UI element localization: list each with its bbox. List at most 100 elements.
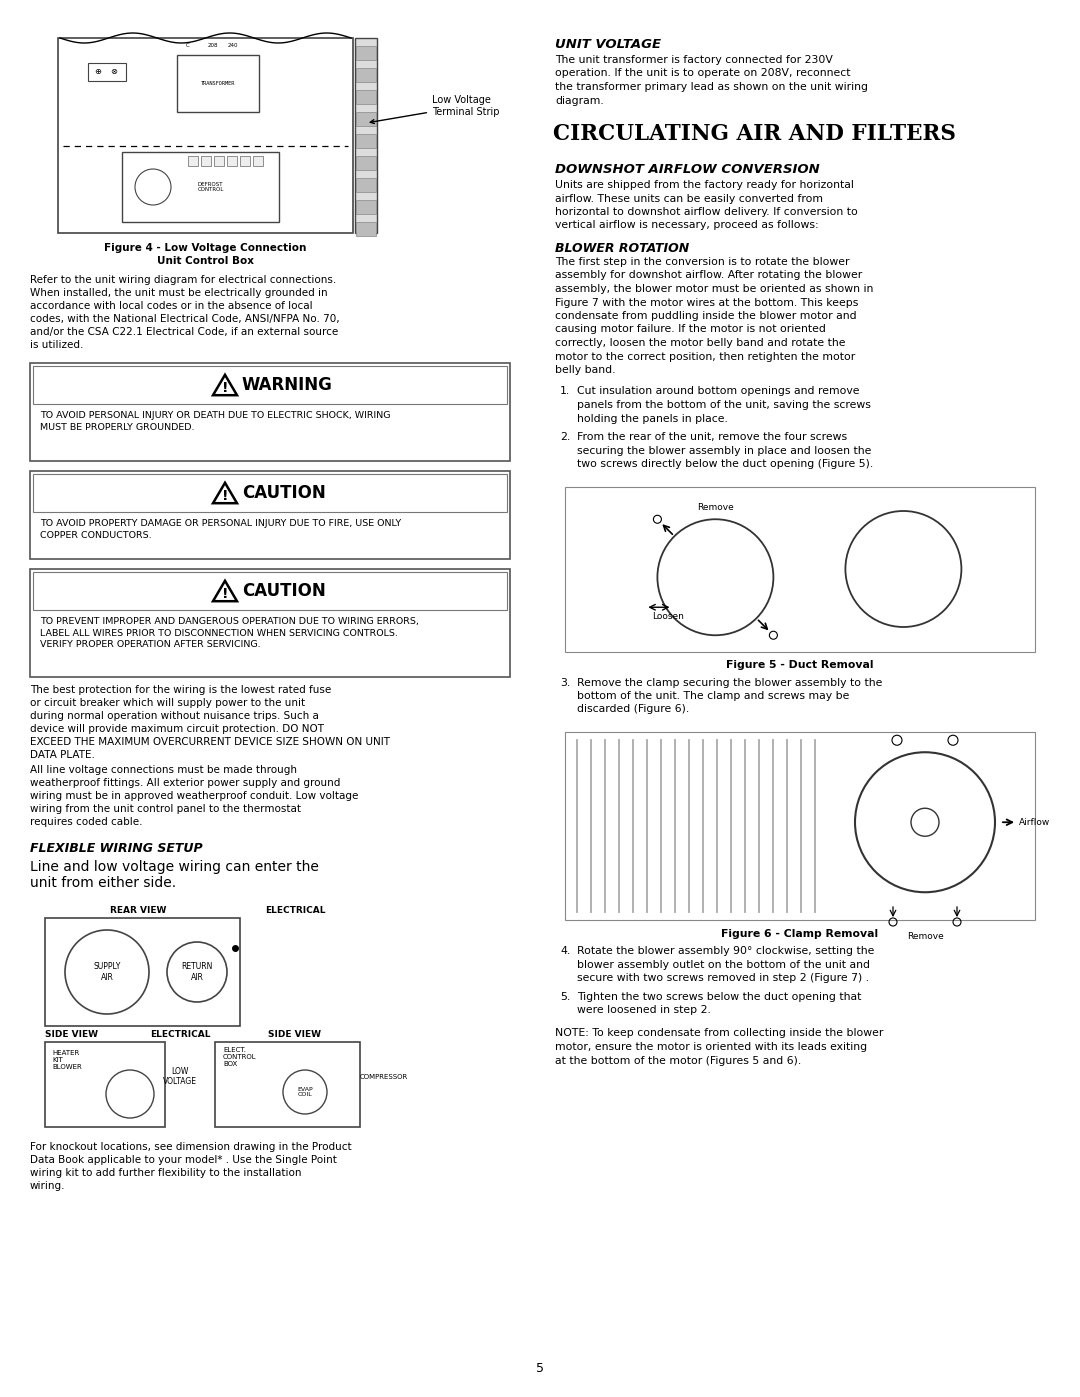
Text: panels from the bottom of the unit, saving the screws: panels from the bottom of the unit, savi… [577,400,870,409]
Bar [356,112,376,126]
Text: All line voltage connections must be made through: All line voltage connections must be mad… [30,766,297,775]
Text: condensate from puddling inside the blower motor and: condensate from puddling inside the blow… [555,312,856,321]
Text: C: C [186,43,190,47]
Bar [253,156,264,166]
Text: CAUTION: CAUTION [242,583,326,599]
Text: SIDE VIEW: SIDE VIEW [269,1030,322,1039]
Bar [188,156,198,166]
Text: 3.: 3. [561,678,570,687]
Text: SIDE VIEW: SIDE VIEW [45,1030,98,1039]
Text: COMPRESSOR: COMPRESSOR [360,1074,408,1080]
Text: NOTE: To keep condensate from collecting inside the blower: NOTE: To keep condensate from collecting… [555,1028,883,1038]
Text: 240: 240 [228,43,239,47]
Bar [33,366,507,404]
Bar [356,89,376,103]
Text: vertical airflow is necessary, proceed as follows:: vertical airflow is necessary, proceed a… [555,221,819,231]
Text: UNIT VOLTAGE: UNIT VOLTAGE [555,38,661,52]
Text: during normal operation without nuisance trips. Such a: during normal operation without nuisance… [30,711,319,721]
Polygon shape [213,581,237,601]
Bar [356,222,376,236]
Text: Data Book applicable to your model* . Use the Single Point: Data Book applicable to your model* . Us… [30,1155,337,1165]
Text: weatherproof fittings. All exterior power supply and ground: weatherproof fittings. All exterior powe… [30,778,340,788]
Bar [30,471,510,559]
Text: COPPER CONDUCTORS.: COPPER CONDUCTORS. [40,531,151,539]
Text: and/or the CSA C22.1 Electrical Code, if an external source: and/or the CSA C22.1 Electrical Code, if… [30,327,338,337]
Text: were loosened in step 2.: were loosened in step 2. [577,1004,711,1016]
Text: 1.: 1. [561,387,570,397]
Bar [565,732,825,921]
Text: holding the panels in place.: holding the panels in place. [577,414,728,423]
Text: unit from either side.: unit from either side. [30,876,176,890]
Text: ELECTRICAL: ELECTRICAL [150,1030,211,1039]
Text: HEATER
KIT
BLOWER: HEATER KIT BLOWER [52,1051,82,1070]
Text: motor, ensure the motor is oriented with its leads exiting: motor, ensure the motor is oriented with… [555,1042,867,1052]
Polygon shape [213,374,237,395]
Text: ⊕: ⊕ [95,67,102,77]
FancyBboxPatch shape [122,152,279,222]
Text: ELECTRICAL: ELECTRICAL [265,907,325,915]
Text: The best protection for the wiring is the lowest rated fuse: The best protection for the wiring is th… [30,685,332,694]
Bar [356,177,376,191]
Text: From the rear of the unit, remove the four screws: From the rear of the unit, remove the fo… [577,432,847,441]
Text: 208: 208 [207,43,218,47]
Bar [240,156,249,166]
FancyBboxPatch shape [177,54,259,112]
Text: TO PREVENT IMPROPER AND DANGEROUS OPERATION DUE TO WIRING ERRORS,: TO PREVENT IMPROPER AND DANGEROUS OPERAT… [40,617,419,626]
Text: Line and low voltage wiring can enter the: Line and low voltage wiring can enter th… [30,861,319,875]
Text: MUST BE PROPERLY GROUNDED.: MUST BE PROPERLY GROUNDED. [40,422,194,432]
Text: Figure 5 - Duct Removal: Figure 5 - Duct Removal [726,661,874,671]
Text: RETURN
AIR: RETURN AIR [181,963,213,982]
Text: CAUTION: CAUTION [242,483,326,502]
Text: FLEXIBLE WIRING SETUP: FLEXIBLE WIRING SETUP [30,842,203,855]
Text: wiring kit to add further flexibility to the installation: wiring kit to add further flexibility to… [30,1168,301,1178]
Bar [356,134,376,148]
Text: 5: 5 [536,1362,544,1375]
Bar [227,156,237,166]
Text: Unit Control Box: Unit Control Box [157,256,254,265]
Text: DEFROST
CONTROL: DEFROST CONTROL [198,182,224,193]
Text: SUPPLY
AIR: SUPPLY AIR [93,963,121,982]
Text: Refer to the unit wiring diagram for electrical connections.: Refer to the unit wiring diagram for ele… [30,275,336,285]
Text: wiring must be in approved weatherproof conduit. Low voltage: wiring must be in approved weatherproof … [30,791,359,800]
Text: Cut insulation around bottom openings and remove: Cut insulation around bottom openings an… [577,387,860,397]
Bar [356,46,376,60]
Text: For knockout locations, see dimension drawing in the Product: For knockout locations, see dimension dr… [30,1141,352,1153]
Text: !: ! [221,587,228,601]
Bar [355,38,377,233]
Bar [45,918,240,1025]
Text: LOW
VOLTAGE: LOW VOLTAGE [163,1067,197,1087]
Text: Figure 7 with the motor wires at the bottom. This keeps: Figure 7 with the motor wires at the bot… [555,298,859,307]
Bar [33,474,507,511]
Bar [45,1042,165,1127]
Text: DOWNSHOT AIRFLOW CONVERSION: DOWNSHOT AIRFLOW CONVERSION [555,163,820,176]
Text: VERIFY PROPER OPERATION AFTER SERVICING.: VERIFY PROPER OPERATION AFTER SERVICING. [40,640,260,650]
Text: wiring.: wiring. [30,1180,66,1192]
Text: Remove: Remove [906,932,943,942]
Text: airflow. These units can be easily converted from: airflow. These units can be easily conve… [555,194,823,204]
Polygon shape [213,483,237,503]
Text: Units are shipped from the factory ready for horizontal: Units are shipped from the factory ready… [555,180,854,190]
Bar [356,200,376,214]
Text: discarded (Figure 6).: discarded (Figure 6). [577,704,689,714]
Text: EXCEED THE MAXIMUM OVERCURRENT DEVICE SIZE SHOWN ON UNIT: EXCEED THE MAXIMUM OVERCURRENT DEVICE SI… [30,738,390,747]
Bar [565,732,1035,921]
Bar [565,486,1035,651]
Bar [356,156,376,170]
Bar [356,68,376,82]
Text: EVAP
COIL: EVAP COIL [297,1087,313,1098]
Text: causing motor failure. If the motor is not oriented: causing motor failure. If the motor is n… [555,324,826,334]
Text: Rotate the blower assembly 90° clockwise, setting the: Rotate the blower assembly 90° clockwise… [577,946,875,956]
Text: ⊗: ⊗ [110,67,118,77]
Bar [33,571,507,610]
Text: assembly, the blower motor must be oriented as shown in: assembly, the blower motor must be orien… [555,284,874,293]
Text: the transformer primary lead as shown on the unit wiring: the transformer primary lead as shown on… [555,82,868,92]
Text: TO AVOID PROPERTY DAMAGE OR PERSONAL INJURY DUE TO FIRE, USE ONLY: TO AVOID PROPERTY DAMAGE OR PERSONAL INJ… [40,520,402,528]
Text: Figure 4 - Low Voltage Connection: Figure 4 - Low Voltage Connection [105,243,307,253]
Text: Remove: Remove [697,503,733,511]
Text: correctly, loosen the motor belly band and rotate the: correctly, loosen the motor belly band a… [555,338,846,348]
Text: is utilized.: is utilized. [30,339,83,351]
Bar [87,63,126,81]
Text: bottom of the unit. The clamp and screws may be: bottom of the unit. The clamp and screws… [577,692,849,701]
Text: 5.: 5. [561,992,570,1002]
Text: requires coded cable.: requires coded cable. [30,817,143,827]
